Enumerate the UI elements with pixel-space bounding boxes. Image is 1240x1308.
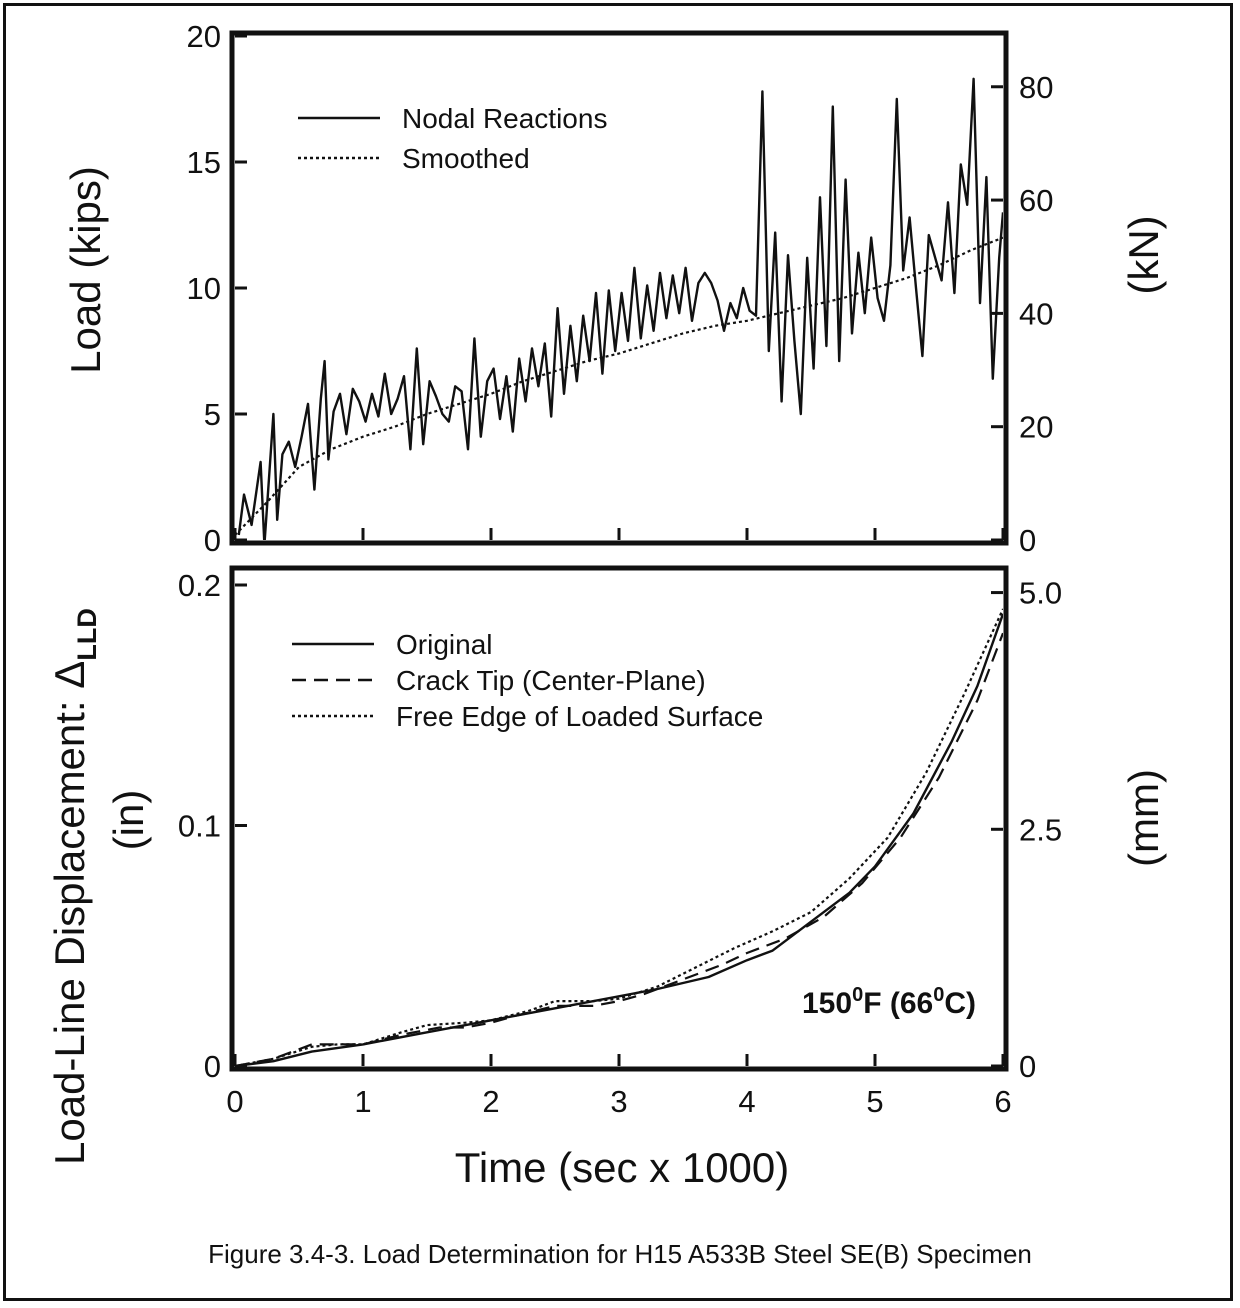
displacement-y-axis-label-main: Load-Line Displacement: Δ xyxy=(46,661,93,1165)
disp-xtick-label-3: 3 xyxy=(610,1084,627,1119)
load-legend: Nodal Reactions Smoothed xyxy=(298,103,607,174)
displacement-y-axis-label: Load-Line Displacement: ΔLLD xyxy=(46,608,102,1165)
load-ytick-label-1: 5 xyxy=(204,397,221,432)
load-right-tick-label-4: 80 xyxy=(1019,70,1053,105)
disp-series-0-line xyxy=(235,613,1003,1066)
x-axis-label: Time (sec x 1000) xyxy=(455,1144,790,1191)
disp-ytick-label-2: 0.2 xyxy=(178,568,221,603)
temperature-annotation-part-3: C) xyxy=(944,987,976,1020)
disp-series-1-line xyxy=(235,632,1003,1066)
temperature-annotation-part-1: 150 xyxy=(802,987,852,1020)
load-ytick-label-0: 0 xyxy=(204,523,221,558)
temperature-annotation-degree-2: 0 xyxy=(933,984,944,1006)
disp-xtick-label-4: 4 xyxy=(738,1084,755,1119)
displacement-plot-frame xyxy=(229,565,1009,1072)
load-right-tick-label-0: 0 xyxy=(1019,523,1036,558)
load-right-axis-label: (kN) xyxy=(1120,215,1167,294)
disp-legend-label-0: Original xyxy=(396,629,492,660)
displacement-y-axis-unit: (in) xyxy=(105,790,152,851)
load-legend-label-0: Nodal Reactions xyxy=(402,103,607,134)
load-right-tick-label-2: 40 xyxy=(1019,296,1053,331)
load-plot: 0 5 10 15 20 0 20 40 60 80 Nodal Reactions Smoothed xyxy=(187,19,1054,558)
load-plot-frame xyxy=(229,30,1009,546)
disp-legend: Original Crack Tip (Center-Plane) Free Edg… xyxy=(292,629,763,732)
disp-right-tick-label-2: 5.0 xyxy=(1019,576,1062,611)
disp-xtick-label-5: 5 xyxy=(866,1084,883,1119)
disp-xtick-label-2: 2 xyxy=(482,1084,499,1119)
displacement-y-axis-label-subscript: LLD xyxy=(72,608,102,660)
load-right-tick-label-3: 60 xyxy=(1019,183,1053,218)
load-ytick-label-4: 20 xyxy=(187,19,221,54)
disp-xtick-label-1: 1 xyxy=(354,1084,371,1119)
load-series-0-line xyxy=(237,77,1003,540)
disp-series-2-line xyxy=(235,608,1003,1066)
figure-frame xyxy=(3,3,1233,1301)
temperature-annotation-degree-1: 0 xyxy=(852,984,863,1006)
load-ytick-label-2: 10 xyxy=(187,271,221,306)
disp-right-tick-label-1: 2.5 xyxy=(1019,812,1062,847)
disp-xtick-label-0: 0 xyxy=(226,1084,243,1119)
load-y-axis-label: Load (kips) xyxy=(62,166,109,374)
disp-ytick-label-1: 0.1 xyxy=(178,809,221,844)
disp-ytick-label-0: 0 xyxy=(204,1049,221,1084)
displacement-plot: 0 0.1 0.2 0 2.5 5.0 0 1 2 3 4 5 6 Original Crack Tip (… xyxy=(178,568,1062,1119)
temperature-annotation-part-2: F (66 xyxy=(863,987,933,1020)
displacement-right-axis-label: (mm) xyxy=(1120,769,1167,867)
load-legend-label-1: Smoothed xyxy=(402,143,530,174)
temperature-annotation: 1500F (660C) xyxy=(802,984,976,1020)
load-series-1-line xyxy=(235,236,1003,536)
disp-xtick-label-6: 6 xyxy=(994,1084,1011,1119)
load-ytick-label-3: 15 xyxy=(187,145,221,180)
disp-right-tick-label-0: 0 xyxy=(1019,1049,1036,1084)
disp-legend-label-1: Crack Tip (Center-Plane) xyxy=(396,665,706,696)
disp-legend-label-2: Free Edge of Loaded Surface xyxy=(396,701,763,732)
load-right-tick-label-1: 20 xyxy=(1019,410,1053,445)
figure-caption: Figure 3.4-3. Load Determination for H15… xyxy=(208,1239,1032,1269)
